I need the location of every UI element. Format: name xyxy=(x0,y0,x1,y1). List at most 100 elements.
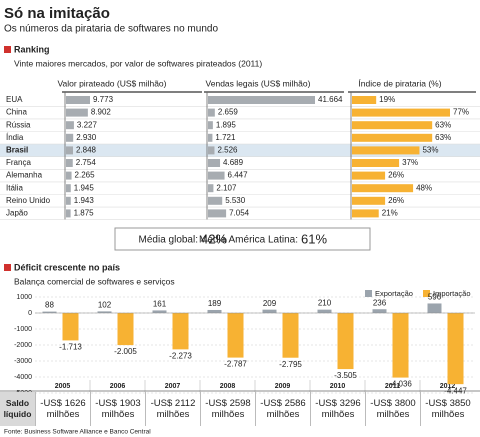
value-label: 1.875 xyxy=(74,209,95,218)
bar xyxy=(66,108,88,117)
bar xyxy=(208,171,225,180)
bar xyxy=(208,159,221,167)
x-tick-label: 2010 xyxy=(330,383,346,390)
y-tick-label: -1000 xyxy=(14,326,32,333)
bar xyxy=(66,184,71,193)
bar xyxy=(352,171,386,180)
bar xyxy=(66,196,71,205)
saldo-value: -US$ 3296 milhões xyxy=(310,392,365,426)
section-note: Balança comercial de softwares e serviço… xyxy=(14,276,175,286)
bar xyxy=(337,313,354,370)
value-label: 2.930 xyxy=(76,133,97,142)
bar xyxy=(262,309,277,313)
value-label: 161 xyxy=(153,300,167,309)
category-label: França xyxy=(6,158,31,167)
value-label: 596 xyxy=(428,293,442,302)
bar xyxy=(208,121,213,130)
bar xyxy=(208,209,227,218)
bar xyxy=(447,313,464,385)
value-label: 21% xyxy=(382,209,398,218)
value-label: -2.787 xyxy=(224,360,247,369)
category-label: Rússia xyxy=(6,120,31,129)
bar xyxy=(208,196,223,205)
value-label: 26% xyxy=(388,196,404,205)
value-label: 1.945 xyxy=(74,183,95,192)
value-label: -1.713 xyxy=(59,343,82,352)
bar xyxy=(352,146,420,155)
category-label: Japão xyxy=(6,209,28,218)
bar xyxy=(66,171,72,180)
bar xyxy=(282,313,299,358)
value-label: 1.943 xyxy=(74,196,95,205)
value-label: 37% xyxy=(402,158,418,167)
saldo-value: -US$ 2112 milhões xyxy=(145,392,200,426)
y-tick-label: -4000 xyxy=(14,374,32,381)
column-title: Índice de pirataria (%) xyxy=(358,78,441,88)
legend-label: Exportação xyxy=(375,289,413,298)
category-label: China xyxy=(6,108,27,117)
bar xyxy=(427,303,442,313)
value-label: 1.895 xyxy=(216,120,237,129)
bar xyxy=(66,121,74,130)
bar xyxy=(66,133,74,142)
saldo-value: -US$ 1903 milhões xyxy=(90,392,145,426)
value-label: -2.005 xyxy=(114,347,137,356)
bar xyxy=(352,184,414,193)
value-label: 26% xyxy=(388,171,404,180)
title: Só na imitação xyxy=(4,5,110,22)
value-label: 19% xyxy=(379,95,395,104)
y-tick-label: -2000 xyxy=(14,342,32,349)
bar xyxy=(372,309,387,313)
bar xyxy=(352,209,379,218)
value-label: 41.664 xyxy=(318,95,343,104)
bar xyxy=(208,96,315,104)
value-label: 9.773 xyxy=(93,95,114,104)
bar xyxy=(227,313,244,358)
legend-swatch xyxy=(423,290,430,297)
bar xyxy=(208,184,214,193)
value-label: 102 xyxy=(98,300,112,309)
bar xyxy=(392,313,409,378)
x-tick-label: 2007 xyxy=(165,383,181,390)
subtitle: Os números da pirataria de softwares no … xyxy=(4,24,218,35)
summary-box xyxy=(114,227,371,251)
section-note: Vinte maiores mercados, por valor de sof… xyxy=(14,58,262,68)
bar xyxy=(207,309,222,313)
bar xyxy=(317,309,332,313)
bar xyxy=(66,209,71,218)
bar xyxy=(66,96,90,104)
value-label: 2.526 xyxy=(217,146,238,155)
saldo-value: -US$ 2598 milhões xyxy=(200,392,255,426)
bar xyxy=(352,121,433,130)
source: Fonte: Business Software Alliance e Banc… xyxy=(4,429,151,436)
value-label: 2.265 xyxy=(75,171,96,180)
value-label: 3.227 xyxy=(77,120,98,129)
category-label: Índia xyxy=(6,133,24,142)
bar xyxy=(66,146,73,155)
section-heading: Déficit crescente no país xyxy=(14,262,120,272)
category-label: Brasil xyxy=(6,146,28,155)
value-label: 8.902 xyxy=(91,108,112,117)
bar xyxy=(66,159,73,167)
bar xyxy=(208,108,215,117)
section-icon xyxy=(4,46,11,53)
value-label: 2.848 xyxy=(76,146,97,155)
category-label: Alemanha xyxy=(6,171,43,180)
bar xyxy=(42,311,57,313)
bar xyxy=(352,96,377,104)
bar xyxy=(352,108,450,117)
bar xyxy=(62,313,79,341)
y-tick-label: 1000 xyxy=(16,294,32,301)
value-label: 4.689 xyxy=(223,158,244,167)
x-tick-label: 2008 xyxy=(220,383,236,390)
section-heading: Ranking xyxy=(14,44,50,54)
value-label: 53% xyxy=(422,146,438,155)
value-label: 189 xyxy=(208,299,222,308)
value-label: 1.721 xyxy=(215,133,236,142)
summary-label: Média global: xyxy=(139,235,198,246)
x-tick-label: 2006 xyxy=(110,383,126,390)
value-label: 2.107 xyxy=(216,183,237,192)
bar xyxy=(97,311,112,313)
